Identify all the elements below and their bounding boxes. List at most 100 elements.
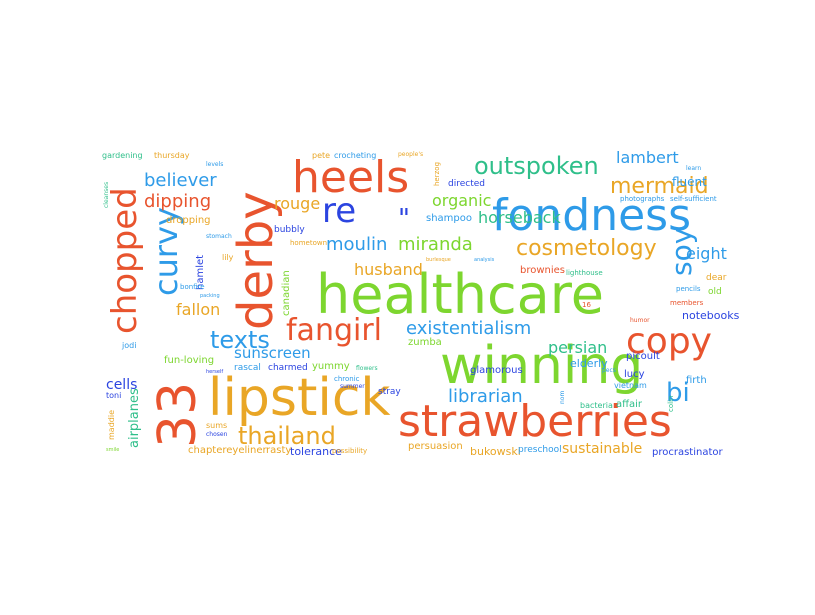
word-pencils: pencils <box>676 285 701 293</box>
word-brownies: brownies <box>520 265 566 276</box>
word-humor: humor <box>630 317 650 324</box>
word-rouge: rouge <box>274 194 321 213</box>
word-learn: learn <box>686 165 702 172</box>
word-lucy: lucy <box>624 369 645 380</box>
word-self-sufficient: self-sufficient <box>670 195 717 203</box>
word-affair: affair <box>616 399 643 410</box>
word-fun-loving: fun-loving <box>164 355 215 366</box>
word-librarian: librarian <box>448 386 523 407</box>
word-fluent: fluent <box>672 175 707 189</box>
word-existentialism: existentialism <box>406 318 532 339</box>
word-analysis: analysis <box>474 257 495 263</box>
word-miranda: miranda <box>398 234 473 255</box>
word-glamorous: glamorous <box>470 365 523 376</box>
word-burlesque: burlesque <box>426 257 451 263</box>
word-charmed: charmed <box>268 363 308 373</box>
word-members: members <box>670 299 704 307</box>
word-cleanses: cleanses <box>103 181 110 208</box>
word-stomach: stomach <box>206 233 232 240</box>
word-lambert: lambert <box>616 148 679 167</box>
word-hometown: hometown <box>290 239 328 247</box>
word-summer: summer <box>340 383 365 390</box>
word-preschool: preschool <box>518 445 562 455</box>
word-smile: smile <box>106 447 120 453</box>
word-zumba: zumba <box>408 337 442 348</box>
word-shampoo: shampoo <box>426 213 473 224</box>
word-pecs: pecs <box>602 367 616 374</box>
word-airplanes: airplanes <box>127 388 142 448</box>
word-winning: winning <box>440 336 644 396</box>
word-dear: dear <box>706 273 727 283</box>
word-eight: eight <box>686 244 727 263</box>
word-notebooks: notebooks <box>682 309 740 322</box>
word-herzog: herzog <box>433 161 441 186</box>
word-chaptereyeliner: chaptereyeliner <box>188 445 267 456</box>
word-nom: nom <box>559 390 566 404</box>
word-jodi: jodi <box>122 341 137 350</box>
word-copy: copy <box>626 321 712 362</box>
word-peoples: people's <box>398 151 424 158</box>
word-mermaid: mermaid <box>610 174 709 199</box>
word-old: old <box>708 287 722 297</box>
word-16: 16 <box>582 301 591 309</box>
word-vietnam: vietnam <box>614 381 647 390</box>
word-sunscreen: sunscreen <box>234 344 311 362</box>
word-bacteria: bacteria <box>580 401 613 410</box>
word-dipping: dipping <box>144 191 212 212</box>
word-chronic: chronic <box>334 375 360 383</box>
word-lighthouse: lighthouse <box>566 269 603 277</box>
word-lipstick: lipstick <box>208 368 391 428</box>
word-thailand: thailand <box>238 422 336 450</box>
word-packing: packing <box>200 293 220 299</box>
word-believer: believer <box>144 170 217 191</box>
word-texts: texts <box>210 326 270 354</box>
word-maddie: maddie <box>107 410 116 440</box>
word-re: re <box>322 191 357 231</box>
word-moulin: moulin <box>326 234 388 255</box>
word-fondness: fondness <box>492 190 692 241</box>
word-toni: toni <box>106 391 122 400</box>
word-cells: cells <box>106 377 138 393</box>
word-herself: herself <box>206 369 224 375</box>
word-bukowski: bukowski <box>470 445 521 458</box>
word-fallon: fallon <box>176 300 221 319</box>
word-stray: stray <box>378 387 401 397</box>
word-fangirl: fangirl <box>286 313 383 348</box>
word-bi: bi <box>666 378 690 408</box>
word-directed: directed <box>448 179 485 189</box>
word-cosmetology: cosmetology <box>516 236 657 261</box>
word-crocheting: crocheting <box>334 151 377 160</box>
word-strawberries: strawberries <box>398 396 672 447</box>
word-husband: husband <box>354 260 423 279</box>
word-rasty: rasty <box>266 445 292 456</box>
word-elderly: elderly <box>570 357 608 370</box>
word-flowers: flowers <box>356 365 378 372</box>
word-procrastinator: procrastinator <box>652 447 723 458</box>
word-tolerance: tolerance <box>290 445 342 458</box>
word-canadian: canadian <box>281 270 292 316</box>
word-levels: levels <box>206 161 224 168</box>
word-lily: lily <box>222 253 234 262</box>
word-pete: pete <box>312 151 331 160</box>
word-organic: organic <box>432 191 492 210</box>
word-sustainable: sustainable <box>562 441 643 457</box>
word-33: 33 <box>148 381 208 448</box>
word-persuasion: persuasion <box>408 441 463 452</box>
word-dropping: dropping <box>166 215 211 226</box>
word-quote: " <box>398 204 410 234</box>
word-heels: heels <box>292 152 410 203</box>
word-derby: derby <box>228 191 284 330</box>
word-photographs: photographs <box>620 195 665 203</box>
word-thursday: thursday <box>154 151 190 160</box>
word-picoult: picoult <box>626 351 660 362</box>
word-firth: firth <box>686 375 707 386</box>
word-persian: persian <box>548 338 608 357</box>
word-gardening: gardening <box>102 151 143 160</box>
word-yummy: yummy <box>312 361 350 372</box>
word-chosen: chosen <box>206 431 228 438</box>
word-sums: sums <box>206 421 228 430</box>
word-chopped: chopped <box>105 187 145 334</box>
word-possibility: possibility <box>332 447 368 455</box>
word-bonfire: bonfire <box>180 283 205 291</box>
word-horseback: horseback <box>478 208 561 227</box>
